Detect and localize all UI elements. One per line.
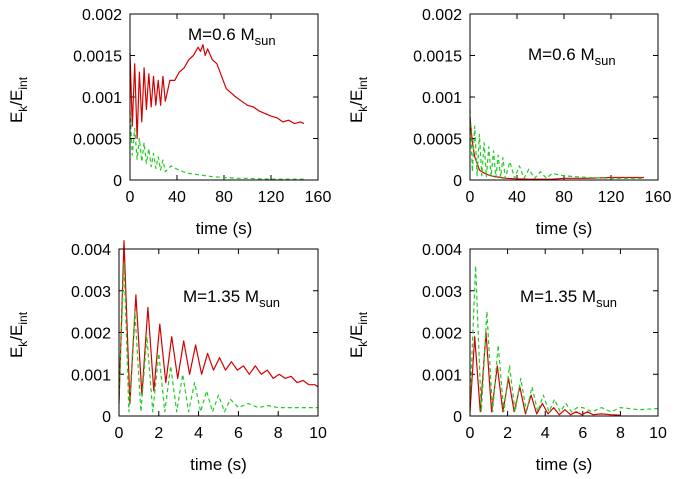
series-green-line — [118, 260, 318, 413]
y-tick-label: 0.002 — [422, 326, 462, 343]
series-green-line — [469, 109, 644, 179]
y-tick-label: 0 — [453, 173, 462, 190]
ylabel-subscript: k — [356, 340, 370, 347]
plot-frame — [469, 13, 659, 181]
annotation-subscript: sun — [595, 53, 616, 68]
y-tick-label: 0.0015 — [73, 49, 122, 66]
panel-2: 0 0.0005 0.001 0.0015 0.002 0 40 80 120 160 M=0.6 … — [347, 7, 671, 238]
ylabel-part: E — [7, 347, 26, 358]
y-tick-label: 0.002 — [71, 326, 111, 343]
x-tick-label: 0 — [466, 189, 475, 206]
x-tick-label: 120 — [258, 189, 285, 206]
annotation-subscript: sun — [255, 33, 276, 48]
y-tick-label: 0.001 — [82, 90, 122, 107]
ylabel-part: /E — [347, 325, 366, 341]
y-tick-label: 0.001 — [71, 367, 111, 384]
y-tick-label: 0.0005 — [413, 132, 462, 149]
plot-frame — [118, 248, 319, 417]
ylabel-part: /E — [7, 325, 26, 341]
mass-annotation: M=0.6 Msun — [528, 45, 616, 68]
y-tick-label: 0.0005 — [73, 132, 122, 149]
ylabel-part: E — [347, 112, 366, 123]
mass-annotation: M=1.35 Msun — [183, 287, 280, 310]
x-tick-label: 0 — [466, 425, 475, 442]
series-red-line — [129, 44, 305, 140]
panel-1: 0 0.0005 0.001 0.0015 0.002 0 40 80 120 160 M=0.6 … — [7, 7, 331, 238]
x-axis-label: time (s) — [190, 455, 247, 474]
x-tick-label: 4 — [541, 425, 550, 442]
ylabel-part: E — [347, 347, 366, 358]
ylabel-part: /E — [7, 90, 26, 106]
x-tick-label: 6 — [234, 425, 243, 442]
x-tick-label: 0 — [115, 425, 124, 442]
y-tick-label: 0.001 — [422, 90, 462, 107]
y-axis-label: Ek/Eint — [347, 76, 370, 123]
ylabel-subscript: int — [356, 311, 370, 324]
series-green-line — [469, 265, 659, 413]
y-tick-label: 0 — [453, 409, 462, 426]
x-tick-label: 160 — [645, 189, 672, 206]
y-tick-label: 0.003 — [422, 284, 462, 301]
ylabel-subscript: k — [16, 340, 30, 347]
panel-4: 0 0.001 0.002 0.003 0.004 0 2 4 6 8 10 M=1.35 Msun t… — [347, 242, 667, 474]
x-tick-label: 8 — [616, 425, 625, 442]
x-axis-label: time (s) — [536, 219, 593, 238]
mass-annotation: M=1.35 Msun — [520, 287, 617, 310]
x-tick-label: 8 — [274, 425, 283, 442]
y-axis-label: Ek/Eint — [7, 311, 30, 358]
y-tick-label: 0.004 — [422, 242, 462, 259]
series-green-line — [129, 111, 304, 180]
x-tick-label: 120 — [598, 189, 625, 206]
y-tick-label: 0.0015 — [413, 49, 462, 66]
y-tick-label: 0.001 — [422, 367, 462, 384]
ylabel-subscript: int — [16, 76, 30, 89]
ylabel-part: /E — [347, 90, 366, 106]
x-tick-label: 2 — [503, 425, 512, 442]
x-axis-label: time (s) — [536, 455, 593, 474]
series-red-line — [469, 331, 621, 416]
x-tick-label: 80 — [555, 189, 573, 206]
mass-annotation: M=0.6 Msun — [188, 25, 276, 48]
x-tick-label: 0 — [126, 189, 135, 206]
series-red-line — [118, 240, 319, 405]
x-tick-label: 10 — [649, 425, 667, 442]
plot-frame — [469, 248, 659, 417]
ylabel-subscript: k — [16, 105, 30, 112]
panel-3: 0 0.001 0.002 0.003 0.004 0 2 4 6 8 10 M=1.35 Msun t… — [7, 240, 327, 474]
x-tick-label: 2 — [154, 425, 163, 442]
annotation-subscript: sun — [596, 295, 617, 310]
ylabel-part: E — [7, 112, 26, 123]
x-tick-label: 80 — [215, 189, 233, 206]
y-axis-label: Ek/Eint — [7, 76, 30, 123]
y-tick-label: 0.002 — [422, 7, 462, 24]
x-tick-label: 10 — [309, 425, 327, 442]
x-tick-label: 4 — [194, 425, 203, 442]
y-tick-label: 0.004 — [71, 242, 111, 259]
y-tick-label: 0.003 — [71, 284, 111, 301]
ylabel-subscript: k — [356, 105, 370, 112]
x-tick-label: 6 — [578, 425, 587, 442]
y-tick-label: 0.002 — [82, 7, 122, 24]
y-tick-label: 0 — [113, 173, 122, 190]
y-tick-label: 0 — [102, 409, 111, 426]
plot-frame — [129, 13, 319, 181]
x-tick-label: 40 — [168, 189, 186, 206]
ylabel-subscript: int — [356, 76, 370, 89]
x-axis-label: time (s) — [196, 219, 253, 238]
ylabel-subscript: int — [16, 311, 30, 324]
x-tick-label: 160 — [305, 189, 332, 206]
y-axis-label: Ek/Eint — [347, 311, 370, 358]
annotation-subscript: sun — [259, 295, 280, 310]
x-tick-label: 40 — [508, 189, 526, 206]
